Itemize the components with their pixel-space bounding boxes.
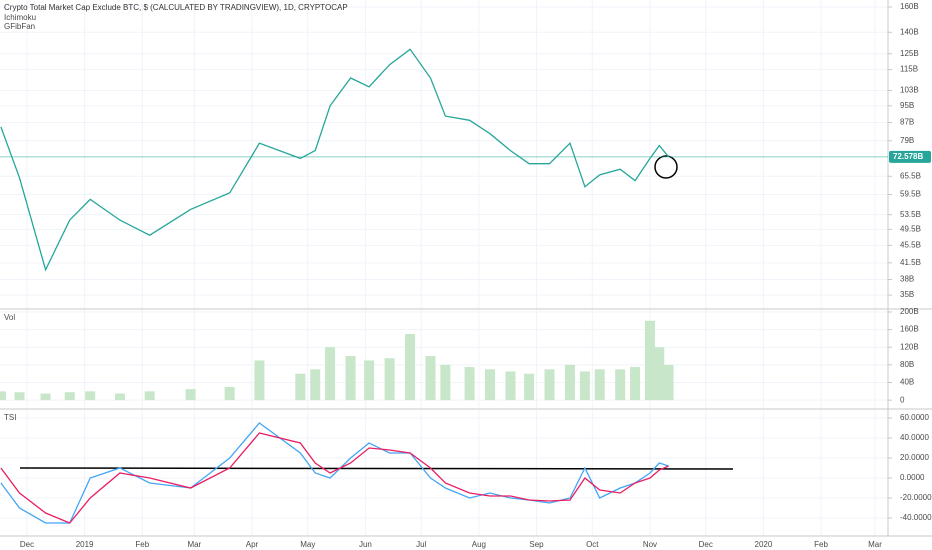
y-tick-label: 49.5B: [900, 225, 921, 234]
y-tick-label: 125B: [900, 49, 919, 58]
volume-bar: [564, 364, 575, 401]
y-tick-label: 38B: [900, 275, 914, 284]
y-tick-label: 41.5B: [900, 258, 921, 267]
volume-bar: [40, 393, 51, 401]
volume-bar: [524, 373, 535, 401]
y-tick-label: 120B: [900, 342, 919, 351]
y-tick-label: 160B: [900, 2, 919, 11]
volume-bar: [364, 360, 375, 401]
volume-bar: [0, 391, 6, 401]
y-tick-label: 80B: [900, 360, 914, 369]
volume-bar: [615, 369, 626, 401]
volume-bar: [405, 333, 416, 401]
pane-title: Vol: [4, 313, 15, 322]
circle-drawing: [654, 155, 678, 179]
x-tick-label: Mar: [868, 540, 882, 549]
x-tick-label: Apr: [246, 540, 259, 549]
y-tick-label: 20.0000: [900, 453, 929, 462]
x-tick-label: May: [300, 540, 315, 549]
x-tick-label: Oct: [586, 540, 599, 549]
series-line: [0, 432, 669, 524]
y-tick-label: 40.0000: [900, 433, 929, 442]
y-tick-label: -20.0000: [900, 493, 932, 502]
volume-bar: [384, 358, 395, 401]
y-tick-label: 160B: [900, 325, 919, 334]
volume-bar: [14, 392, 25, 401]
volume-bar: [310, 369, 321, 401]
y-tick-label: 200B: [900, 307, 919, 316]
x-tick-label: Aug: [472, 540, 486, 549]
series-line: [0, 48, 670, 272]
volume-bar: [505, 371, 516, 401]
chart-title: Crypto Total Market Cap Exclude BTC, $ (…: [4, 3, 348, 12]
volume-bar: [254, 360, 265, 401]
volume-bar: [295, 373, 306, 401]
price-label-box: [889, 150, 931, 163]
y-tick-label: 65.5B: [900, 171, 921, 180]
volume-bar: [64, 392, 75, 401]
x-tick-label: Nov: [643, 540, 657, 549]
x-tick-label: Jun: [359, 540, 372, 549]
volume-bar: [345, 356, 356, 401]
y-tick-label: -40.0000: [900, 513, 932, 522]
volume-bar: [630, 367, 641, 401]
y-tick-label: 140B: [900, 27, 919, 36]
x-tick-label: Dec: [699, 540, 713, 549]
x-tick-label: 2019: [76, 540, 94, 549]
volume-bar: [325, 347, 336, 401]
y-tick-label: 103B: [900, 86, 919, 95]
volume-bar: [579, 371, 590, 401]
volume-bar: [144, 391, 155, 401]
y-tick-label: 79B: [900, 136, 914, 145]
series-line: [0, 422, 669, 524]
y-tick-label: 87B: [900, 118, 914, 127]
y-tick-label: 0.0000: [900, 473, 925, 482]
x-tick-label: Feb: [135, 540, 149, 549]
y-tick-label: 95B: [900, 101, 914, 110]
indicator-label: Ichimoku: [4, 13, 36, 22]
volume-bar: [85, 391, 96, 401]
volume-bar: [594, 369, 605, 401]
x-tick-label: Feb: [814, 540, 828, 549]
y-tick-label: 53.5B: [900, 210, 921, 219]
x-tick-label: Mar: [187, 540, 201, 549]
x-tick-label: Dec: [20, 540, 34, 549]
y-tick-label: 45.5B: [900, 240, 921, 249]
volume-bar: [425, 356, 436, 401]
x-tick-label: Sep: [529, 540, 544, 549]
pane-title: TSI: [4, 413, 16, 422]
y-tick-label: 60.0000: [900, 413, 929, 422]
volume-bar: [544, 369, 555, 401]
x-tick-label: Jul: [416, 540, 426, 549]
volume-bar: [440, 364, 451, 401]
indicator-label: GFibFan: [4, 22, 35, 31]
volume-bar: [114, 393, 125, 401]
trend-line-drawing: [19, 467, 734, 470]
y-tick-label: 115B: [900, 65, 918, 74]
volume-bar: [644, 320, 655, 401]
y-tick-label: 40B: [900, 378, 914, 387]
volume-bar: [224, 386, 235, 401]
volume-bar: [654, 347, 665, 401]
volume-bar: [663, 364, 674, 401]
price-label: 72.578B: [893, 152, 923, 161]
volume-bar: [185, 389, 196, 401]
volume-bar: [485, 369, 496, 401]
y-tick-label: 35B: [900, 290, 914, 299]
x-tick-label: 2020: [755, 540, 773, 549]
volume-bar: [464, 367, 475, 401]
y-tick-label: 59.5B: [900, 190, 921, 199]
y-tick-label: 0: [900, 395, 905, 404]
